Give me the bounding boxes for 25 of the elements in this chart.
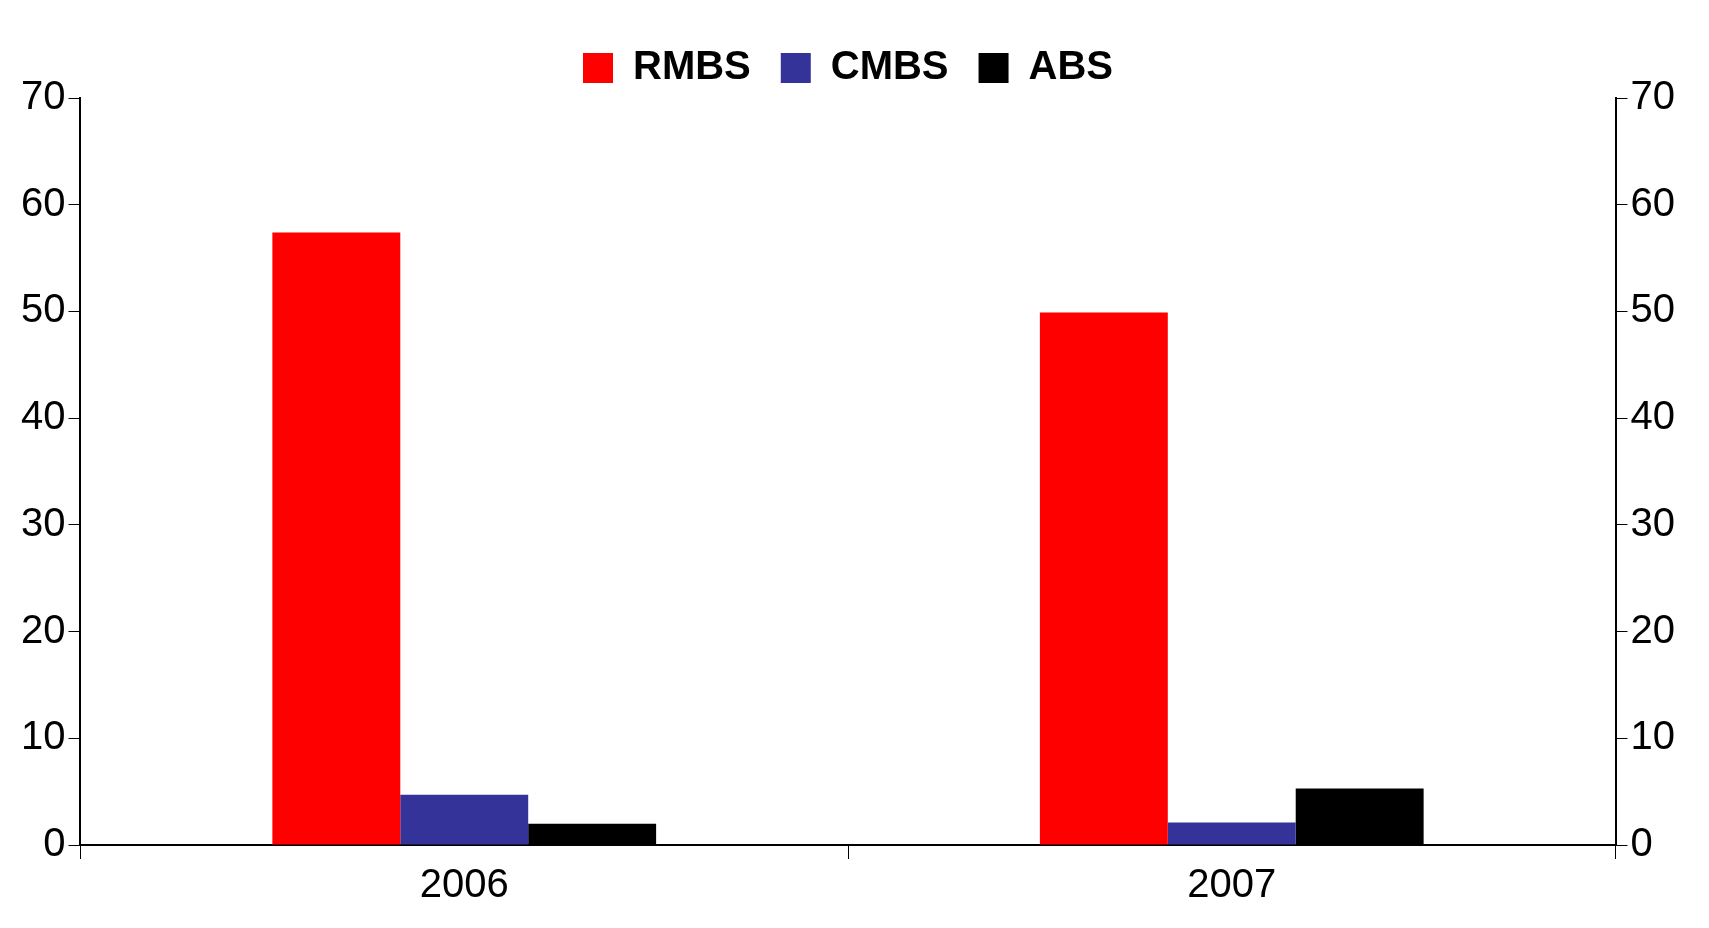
y-tick-label: 20 — [20, 606, 66, 651]
x-tick-label: 2007 — [1187, 861, 1277, 906]
y-tick-label: 40 — [20, 393, 66, 438]
x-tick-label: 2006 — [419, 861, 509, 906]
y-tick-label: 70 — [20, 73, 66, 118]
y2-tick-label: 40 — [1630, 393, 1676, 438]
legend-label: RMBS — [633, 43, 751, 88]
legend-label: CMBS — [830, 43, 949, 88]
y-tick-label: 0 — [43, 820, 66, 865]
y-tick-label: 30 — [20, 499, 66, 544]
y2-tick-label: 50 — [1630, 286, 1676, 331]
bar — [272, 232, 401, 845]
bar — [1039, 312, 1168, 845]
legend-label: ABS — [1028, 43, 1113, 88]
y2-tick-label: 70 — [1630, 73, 1676, 118]
y-tick-label: 60 — [20, 179, 66, 224]
y2-tick-label: 20 — [1630, 606, 1676, 651]
y2-tick-label: 60 — [1630, 179, 1676, 224]
y-tick-label: 10 — [20, 713, 66, 758]
y2-tick-label: 0 — [1630, 820, 1653, 865]
y2-tick-label: 30 — [1630, 499, 1676, 544]
y-tick-label: 50 — [20, 286, 66, 331]
bar — [1167, 822, 1296, 845]
bar — [400, 794, 529, 845]
y2-tick-label: 10 — [1630, 713, 1676, 758]
